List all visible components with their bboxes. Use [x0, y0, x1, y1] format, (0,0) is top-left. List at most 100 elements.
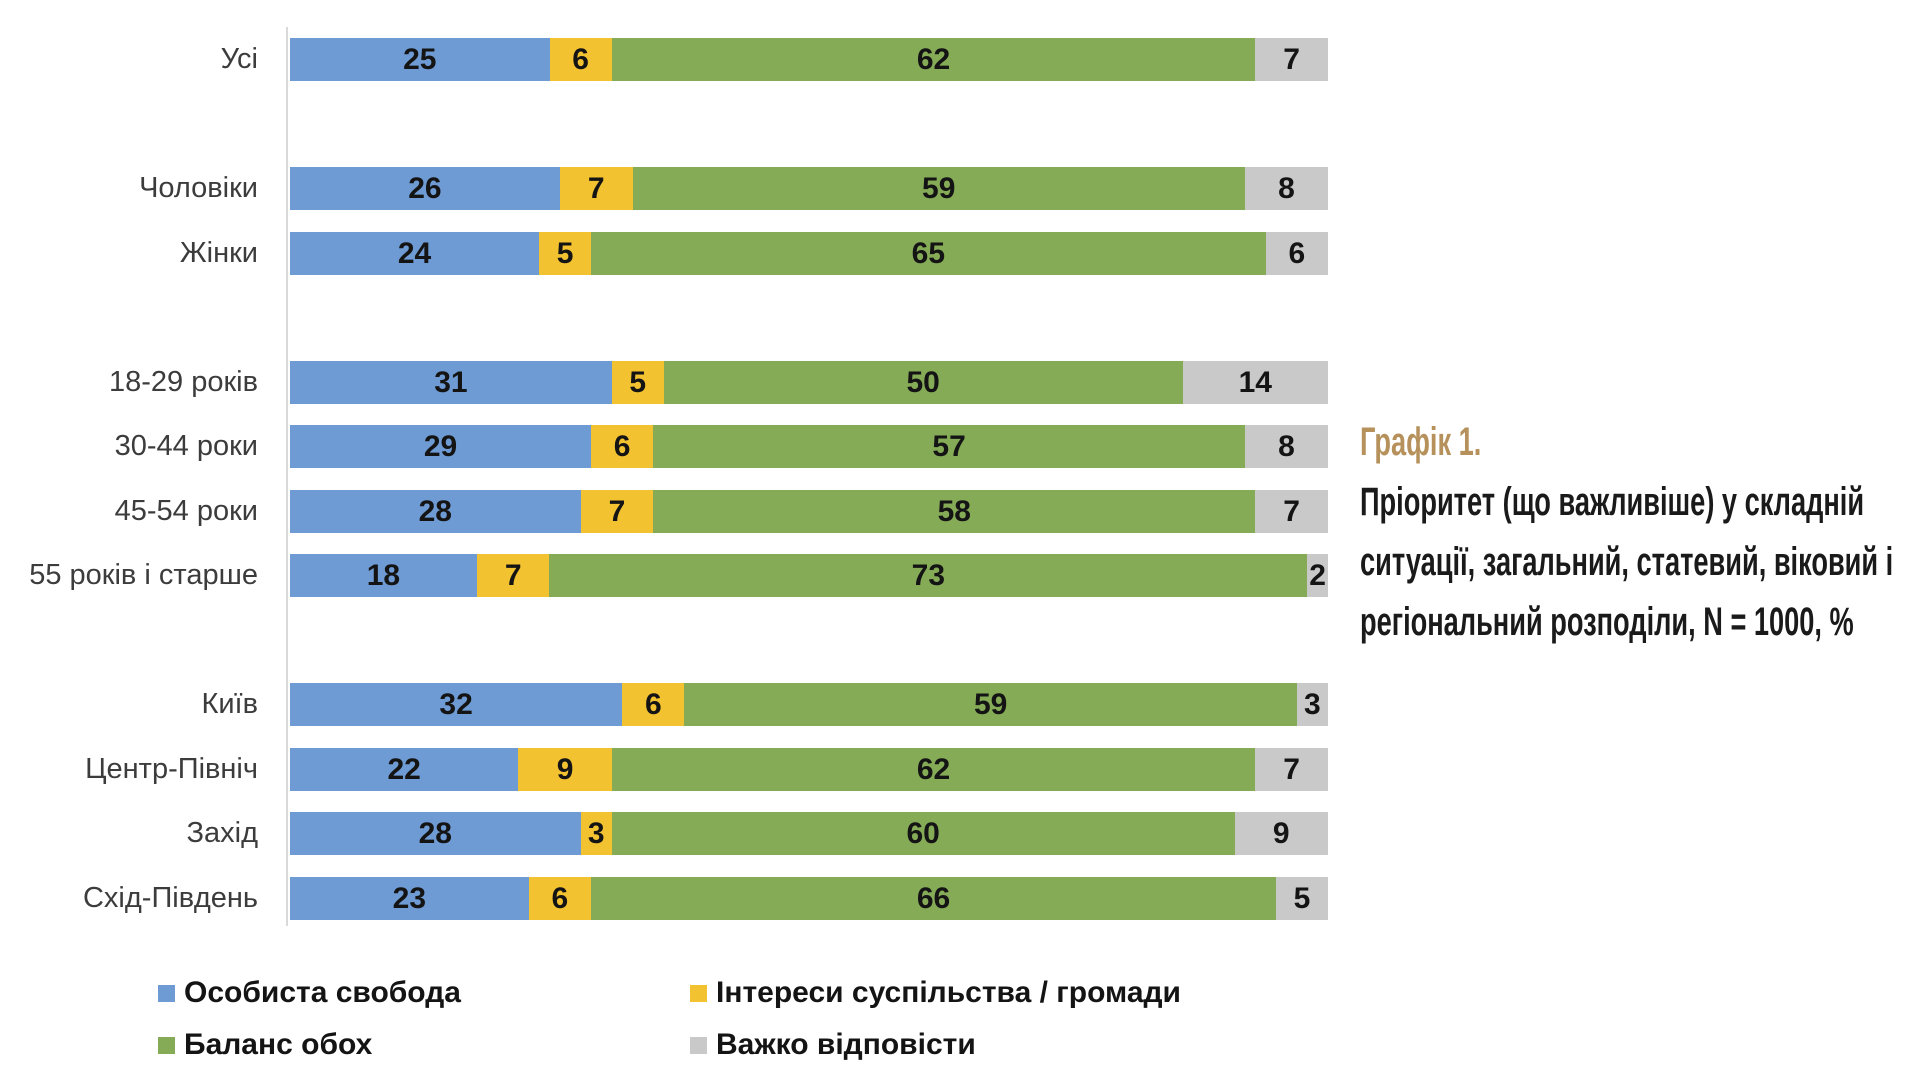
value-label: 14 [1238, 365, 1272, 399]
category-axis-line [286, 27, 288, 926]
value-label: 25 [403, 43, 437, 76]
bar-segment-personal-freedom: 31 [290, 360, 612, 404]
chart-caption-line: ситуації, загальний, статевий, віковий і [1360, 540, 1894, 584]
legend-label: Баланс обох [184, 1028, 373, 1061]
legend-swatch-hard-to-say-icon [690, 1036, 707, 1054]
value-label: 6 [613, 430, 631, 463]
stacked-bar: 18 7 73 2 [290, 554, 1328, 597]
value-label: 7 [1283, 43, 1300, 76]
value-label: 66 [916, 881, 951, 915]
bar-segment-balance-both: 62 [611, 747, 1256, 791]
legend-item-hard-to-say: Важко відповісти [690, 1028, 976, 1062]
value-label: 57 [932, 430, 966, 463]
value-label: 6 [1288, 236, 1306, 270]
value-label: 50 [906, 365, 940, 399]
value-label: 18 [366, 559, 401, 592]
value-label: 6 [644, 688, 662, 721]
stacked-bar: 28 7 58 7 [290, 489, 1328, 533]
legend-label: Інтереси суспільства / громади [716, 976, 1181, 1009]
title-block: Графік 1. Пріоритет (що важливіше) у скл… [1360, 412, 1920, 652]
category-label: Чоловіки [139, 172, 258, 204]
legend-swatch-balance-both-icon [158, 1036, 175, 1054]
chart-caption-line: регіональний розподіли, N = 1000, % [1360, 600, 1854, 644]
value-label: 22 [387, 752, 421, 786]
bar-segment-society-interests: 6 [528, 876, 591, 920]
value-label: 5 [1293, 881, 1311, 915]
value-label: 29 [423, 430, 458, 463]
value-label: 3 [587, 817, 605, 850]
bar-segment-hard-to-say: 9 [1234, 812, 1328, 855]
stacked-bar: 31 5 50 14 [290, 360, 1328, 404]
category-label: Жінки [179, 236, 258, 269]
value-label: 7 [587, 172, 605, 205]
legend-label: Важко відповісти [716, 1028, 976, 1061]
bar-segment-balance-both: 66 [591, 876, 1277, 920]
value-label: 26 [408, 172, 442, 205]
bar-segment-personal-freedom: 28 [290, 489, 581, 533]
bar-segment-balance-both: 65 [591, 231, 1266, 275]
bar-segment-hard-to-say: 7 [1255, 747, 1328, 791]
bar-segment-balance-both: 50 [663, 360, 1183, 404]
bar-segment-balance-both: 62 [611, 38, 1256, 81]
value-label: 24 [397, 236, 432, 270]
category-label: 45-54 роки [114, 494, 258, 527]
stacked-bar: 23 6 66 5 [290, 876, 1328, 920]
value-label: 31 [434, 365, 468, 399]
bar-segment-hard-to-say: 3 [1296, 683, 1328, 726]
value-label: 58 [937, 494, 971, 528]
bar-segment-personal-freedom: 26 [290, 167, 560, 210]
value-label: 6 [572, 43, 589, 76]
legend-swatch-personal-freedom-icon [158, 984, 175, 1002]
bar-segment-hard-to-say: 6 [1265, 231, 1328, 275]
stacked-bar: 25 6 62 7 [290, 38, 1328, 81]
bar-segment-society-interests: 7 [476, 554, 550, 597]
bar-segment-society-interests: 5 [611, 360, 664, 404]
value-label: 28 [418, 494, 452, 528]
bar-segment-hard-to-say: 5 [1276, 876, 1328, 920]
value-label: 32 [439, 688, 473, 721]
bar-segment-balance-both: 60 [611, 812, 1235, 855]
stacked-bar: 22 9 62 7 [290, 747, 1328, 791]
category-label: Київ [201, 688, 258, 720]
value-label: 7 [1283, 494, 1300, 528]
bar-segment-hard-to-say: 8 [1244, 167, 1328, 210]
category-label: Схід-Південь [82, 881, 258, 914]
value-label: 9 [1272, 817, 1290, 850]
stacked-bar: 24 5 65 6 [290, 231, 1328, 275]
bar-segment-personal-freedom: 23 [290, 876, 529, 920]
bar-segment-society-interests: 6 [622, 683, 685, 726]
value-label: 9 [556, 752, 574, 786]
stacked-bar: 29 6 57 8 [290, 425, 1328, 468]
chart-title: Графік 1. [1360, 420, 1482, 464]
bar-segment-hard-to-say: 8 [1244, 425, 1328, 468]
bar-segment-personal-freedom: 18 [290, 554, 477, 597]
legend-item-society-interests: Інтереси суспільства / громади [690, 976, 1181, 1010]
bar-segment-hard-to-say: 2 [1307, 554, 1328, 597]
value-label: 60 [906, 817, 940, 850]
value-label: 23 [392, 881, 427, 915]
value-label: 7 [504, 559, 522, 592]
legend-label: Особиста свобода [184, 976, 461, 1009]
bar-segment-personal-freedom: 32 [290, 683, 623, 726]
stacked-bar: 32 6 59 3 [290, 683, 1328, 726]
bar-segment-society-interests: 6 [591, 425, 654, 468]
value-label: 5 [556, 236, 574, 270]
category-label: Центр-Північ [85, 752, 258, 785]
value-label: 65 [911, 236, 946, 270]
bar-segment-balance-both: 73 [549, 554, 1308, 597]
value-label: 7 [1283, 752, 1300, 786]
value-label: 8 [1278, 430, 1295, 463]
value-label: 6 [551, 881, 569, 915]
legend-item-balance-both: Баланс обох [158, 1028, 372, 1062]
value-label: 73 [911, 559, 946, 592]
value-label: 62 [916, 43, 951, 76]
bar-segment-balance-both: 58 [653, 489, 1256, 533]
value-label: 5 [629, 365, 647, 399]
stacked-bar: 26 7 59 8 [290, 167, 1328, 210]
bar-segment-personal-freedom: 24 [290, 231, 540, 275]
bar-segment-hard-to-say: 7 [1255, 38, 1328, 81]
value-label: 59 [922, 172, 956, 205]
category-label: Захід [186, 817, 258, 849]
value-label: 59 [973, 688, 1008, 721]
